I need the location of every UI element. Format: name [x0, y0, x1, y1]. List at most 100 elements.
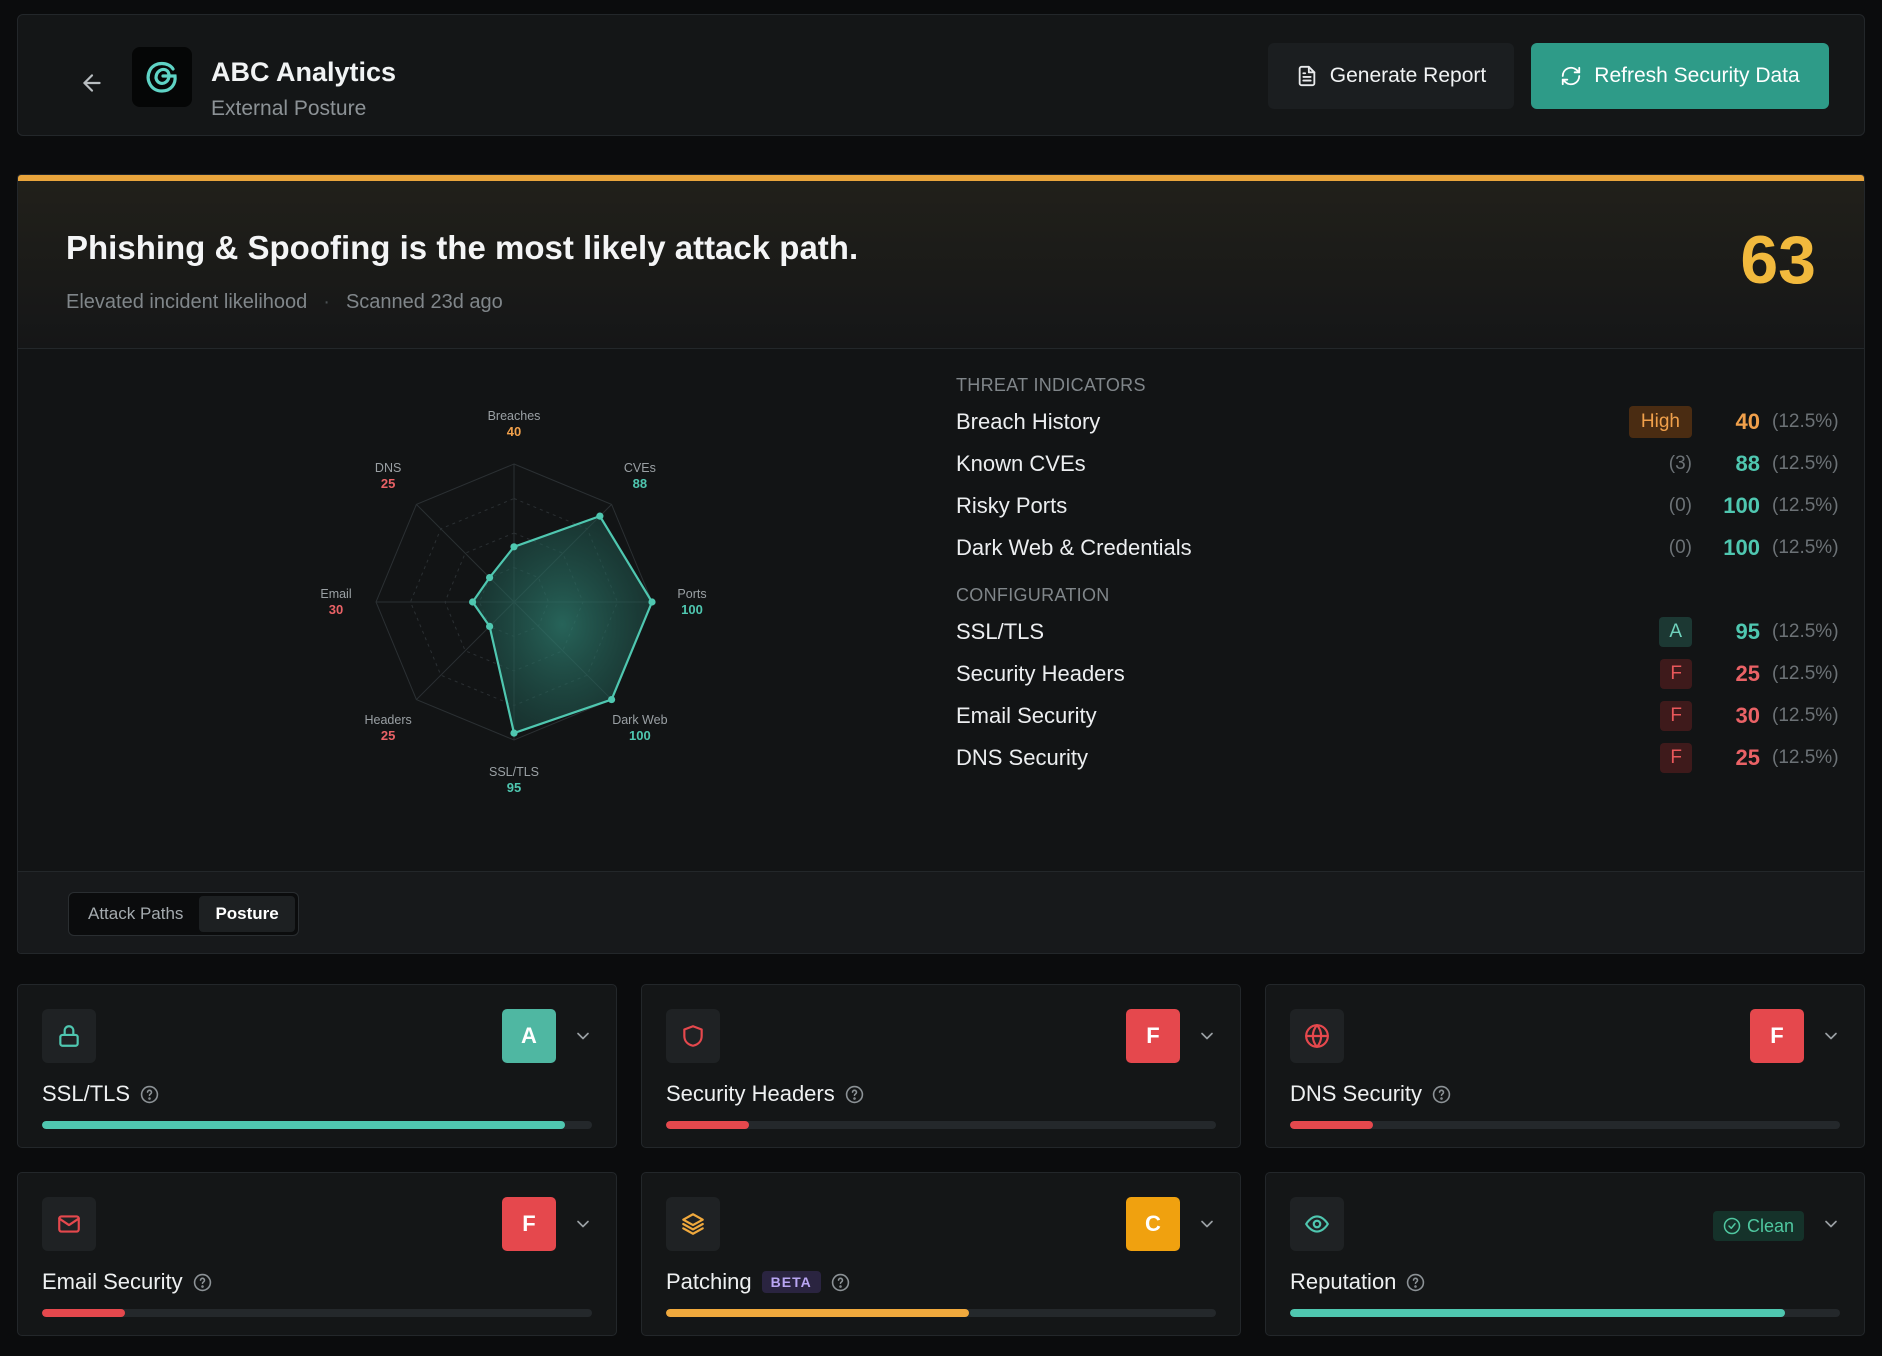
chevron-down-icon: [1201, 1220, 1213, 1228]
check-circle-icon: [1723, 1217, 1741, 1235]
tab-attack-paths[interactable]: Attack Paths: [88, 904, 184, 923]
expand-button[interactable]: [1818, 1023, 1844, 1049]
score-progress-fill: [42, 1309, 125, 1317]
back-button[interactable]: [78, 69, 106, 97]
help-icon[interactable]: [193, 1273, 212, 1292]
card-icon-box: [42, 1009, 96, 1063]
card-email-security[interactable]: F Email Security: [17, 1172, 617, 1336]
chevron-down-icon: [577, 1220, 589, 1228]
logo-icon: [146, 61, 177, 93]
grade-badge: A: [502, 1009, 556, 1063]
card-name: Patching: [666, 1269, 752, 1294]
config-weight: (12.5%): [1772, 663, 1839, 684]
score-progress-fill: [1290, 1309, 1785, 1317]
indicator-score: 88: [1735, 451, 1760, 476]
expand-button[interactable]: [1194, 1211, 1220, 1237]
expand-button[interactable]: [1818, 1211, 1844, 1237]
score-progress-fill: [42, 1121, 565, 1129]
meta-separator: ·: [323, 291, 330, 313]
card-security-headers[interactable]: F Security Headers: [641, 984, 1241, 1148]
grade-badge: F: [1660, 701, 1692, 731]
card-name: Reputation: [1290, 1269, 1397, 1294]
card-title: SSL/TLS: [42, 1081, 159, 1107]
radar-axis-value: 100: [629, 728, 651, 743]
score-progress-fill: [1290, 1121, 1373, 1129]
radar-point: [469, 598, 477, 606]
card-dns-security[interactable]: F DNS Security: [1265, 984, 1865, 1148]
card-ssl-tls[interactable]: A SSL/TLS: [17, 984, 617, 1148]
indicator-score: 100: [1723, 535, 1760, 560]
generate-report-button[interactable]: Generate Report: [1268, 43, 1514, 109]
score-progress-fill: [666, 1309, 969, 1317]
radar-axis-label: Breaches: [488, 409, 541, 423]
config-weight: (12.5%): [1772, 621, 1839, 642]
radar-series-area: [471, 515, 654, 735]
page-header: ABC Analytics External Posture Generate …: [17, 14, 1865, 136]
indicator-row-known-cves[interactable]: Known CVEs (3) 88 (12.5%): [956, 443, 1839, 485]
score-progress-track: [666, 1309, 1216, 1317]
card-icon-box: [1290, 1009, 1344, 1063]
tab-posture[interactable]: Posture: [199, 896, 295, 932]
config-row-email-security[interactable]: Email Security F 30 (12.5%): [956, 695, 1839, 737]
help-icon[interactable]: [1406, 1273, 1425, 1292]
layers-icon: [682, 1213, 704, 1235]
chevron-down-icon: [577, 1032, 589, 1040]
card-patching[interactable]: C Patching BETA: [641, 1172, 1241, 1336]
radar-axis-label: Dark Web: [612, 713, 667, 727]
radar-point: [510, 729, 518, 737]
indicator-row-dark-web[interactable]: Dark Web & Credentials (0) 100 (12.5%): [956, 527, 1839, 569]
config-row-ssl-tls[interactable]: SSL/TLS A 95 (12.5%): [956, 611, 1839, 653]
card-name: SSL/TLS: [42, 1081, 131, 1106]
card-reputation[interactable]: Clean Reputation: [1265, 1172, 1865, 1336]
radar-axis-label: Ports: [677, 587, 706, 601]
card-title: Security Headers: [666, 1081, 864, 1107]
radar-point: [596, 512, 604, 520]
configuration-title: CONFIGURATION: [956, 585, 1110, 605]
chevron-down-icon: [1201, 1032, 1213, 1040]
likelihood-text: Elevated incident likelihood: [66, 291, 308, 313]
card-icon-box: [666, 1197, 720, 1251]
score-progress-fill: [666, 1121, 749, 1129]
grade-badge: F: [1660, 659, 1692, 689]
config-score: 95: [1735, 619, 1760, 644]
indicator-row-risky-ports[interactable]: Risky Ports (0) 100 (12.5%): [956, 485, 1839, 527]
radar-axis-label: DNS: [375, 461, 401, 475]
help-icon[interactable]: [140, 1085, 159, 1104]
expand-button[interactable]: [570, 1211, 596, 1237]
indicator-label: Known CVEs: [956, 451, 1086, 476]
radar-axis-value: 30: [329, 602, 343, 617]
config-score: 25: [1735, 661, 1760, 686]
indicator-row-breach-history[interactable]: Breach History High 40 (12.5%): [956, 401, 1839, 443]
indicator-score: 40: [1735, 409, 1760, 434]
help-icon[interactable]: [1432, 1085, 1451, 1104]
radar-point: [486, 574, 494, 582]
status-text: Clean: [1746, 1215, 1794, 1236]
help-icon[interactable]: [831, 1273, 850, 1292]
config-row-dns-security[interactable]: DNS Security F 25 (12.5%): [956, 737, 1839, 779]
globe-icon: [1305, 1024, 1329, 1048]
company-name: ABC Analytics: [211, 57, 397, 87]
chevron-down-icon: [1825, 1220, 1837, 1228]
attack-path-headline: Phishing & Spoofing is the most likely a…: [66, 229, 859, 266]
radar-axis-label: Email: [320, 587, 351, 601]
posture-summary-panel: Phishing & Spoofing is the most likely a…: [17, 174, 1865, 954]
radar-point: [486, 622, 494, 630]
help-icon[interactable]: [845, 1085, 864, 1104]
card-title: Reputation: [1290, 1269, 1425, 1295]
expand-button[interactable]: [1194, 1023, 1220, 1049]
score-progress-track: [42, 1121, 592, 1129]
status-badge: Clean: [1712, 1211, 1804, 1241]
grade-badge: F: [1126, 1009, 1180, 1063]
config-row-security-headers[interactable]: Security Headers F 25 (12.5%): [956, 653, 1839, 695]
radar-axis-value: 95: [507, 780, 521, 795]
indicator-score: 100: [1723, 493, 1760, 518]
radar-axis-value: 40: [507, 424, 521, 439]
card-name: Email Security: [42, 1269, 183, 1294]
refresh-security-data-button[interactable]: Refresh Security Data: [1531, 43, 1829, 109]
radar-axis-value: 100: [681, 602, 703, 617]
card-icon-box: [666, 1009, 720, 1063]
threat-indicators-title: THREAT INDICATORS: [956, 375, 1146, 395]
expand-button[interactable]: [570, 1023, 596, 1049]
severity-badge: High: [1628, 406, 1692, 438]
